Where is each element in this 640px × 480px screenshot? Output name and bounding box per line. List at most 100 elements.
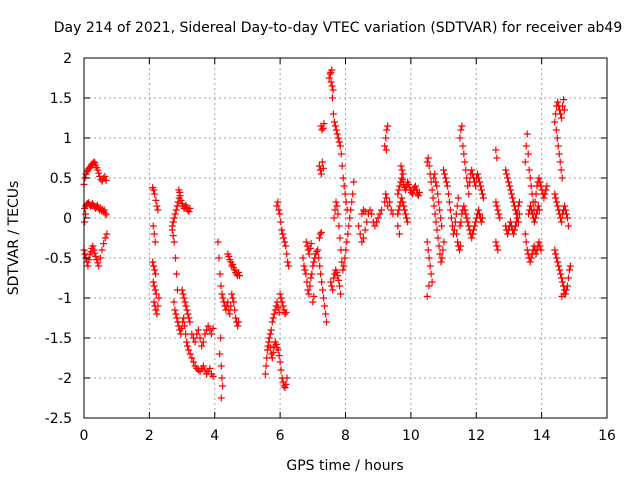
data-point xyxy=(478,214,486,222)
data-point xyxy=(359,206,367,214)
data-point xyxy=(511,222,519,230)
data-point xyxy=(532,250,540,258)
data-point xyxy=(299,254,307,262)
data-point xyxy=(185,208,193,216)
data-point xyxy=(182,330,190,338)
data-point xyxy=(277,294,285,302)
data-point xyxy=(464,182,472,190)
data-point xyxy=(398,166,406,174)
data-point xyxy=(310,258,318,266)
data-point xyxy=(471,222,479,230)
data-point xyxy=(565,266,573,274)
x-tick-label: 0 xyxy=(80,428,89,444)
y-tick-label: 1.5 xyxy=(50,91,72,107)
data-point xyxy=(462,210,470,218)
data-point xyxy=(395,186,403,194)
data-point xyxy=(150,230,158,238)
data-point xyxy=(316,166,324,174)
data-point xyxy=(492,146,500,154)
x-tick-label: 10 xyxy=(402,428,420,444)
data-point xyxy=(274,346,282,354)
data-point xyxy=(527,182,535,190)
data-point xyxy=(350,178,358,186)
data-point xyxy=(446,206,454,214)
data-point xyxy=(194,366,202,374)
data-point xyxy=(492,238,500,246)
data-point xyxy=(358,238,366,246)
data-point xyxy=(328,282,336,290)
data-point xyxy=(508,190,516,198)
data-point xyxy=(172,206,180,214)
data-point xyxy=(457,242,465,250)
data-point xyxy=(169,232,177,240)
data-point xyxy=(433,226,441,234)
data-point xyxy=(515,198,523,206)
data-point xyxy=(543,182,551,190)
data-point xyxy=(278,298,286,306)
data-point xyxy=(476,178,484,186)
data-point xyxy=(170,298,178,306)
data-point xyxy=(430,174,438,182)
data-point xyxy=(561,106,569,114)
data-point xyxy=(316,230,324,238)
data-point xyxy=(199,362,207,370)
data-point xyxy=(320,120,328,128)
data-point xyxy=(450,226,458,234)
data-point xyxy=(278,226,286,234)
data-point xyxy=(444,190,452,198)
data-point xyxy=(454,238,462,246)
data-point xyxy=(377,206,385,214)
data-point xyxy=(178,286,186,294)
data-point xyxy=(150,298,158,306)
data-point xyxy=(436,206,444,214)
data-point xyxy=(347,206,355,214)
y-axis-title: SDTVAR / TECUs xyxy=(6,181,22,296)
data-point xyxy=(188,354,196,362)
data-point xyxy=(305,290,313,298)
data-point xyxy=(95,262,103,270)
data-point xyxy=(87,248,95,256)
data-point xyxy=(218,290,226,298)
data-point xyxy=(338,162,346,170)
data-point xyxy=(101,172,109,180)
data-point xyxy=(262,362,270,370)
data-point xyxy=(207,330,215,338)
data-point xyxy=(526,174,534,182)
data-point xyxy=(149,258,157,266)
x-axis-title: GPS time / hours xyxy=(286,458,403,474)
data-point xyxy=(477,186,485,194)
data-point xyxy=(494,206,502,214)
data-point xyxy=(476,210,484,218)
data-point xyxy=(339,266,347,274)
data-point xyxy=(560,290,568,298)
data-point xyxy=(225,306,233,314)
data-point xyxy=(368,210,376,218)
data-point xyxy=(274,304,282,312)
data-point xyxy=(395,206,403,214)
data-point xyxy=(320,294,328,302)
data-point xyxy=(461,206,469,214)
data-point xyxy=(437,214,445,222)
data-point xyxy=(173,314,181,322)
data-point xyxy=(551,118,559,126)
data-point xyxy=(229,294,237,302)
data-point xyxy=(279,302,287,310)
data-point xyxy=(558,274,566,282)
data-point xyxy=(423,158,431,166)
y-tick-label: 0 xyxy=(63,211,72,227)
data-point xyxy=(433,182,441,190)
data-point xyxy=(555,150,563,158)
data-point xyxy=(359,234,367,242)
data-point xyxy=(521,230,529,238)
data-point xyxy=(532,210,540,218)
data-point xyxy=(336,282,344,290)
data-point xyxy=(224,298,232,306)
data-point xyxy=(330,214,338,222)
data-point xyxy=(440,238,448,246)
data-point xyxy=(493,154,501,162)
data-point xyxy=(399,198,407,206)
data-point xyxy=(86,251,94,259)
data-point xyxy=(527,254,535,262)
